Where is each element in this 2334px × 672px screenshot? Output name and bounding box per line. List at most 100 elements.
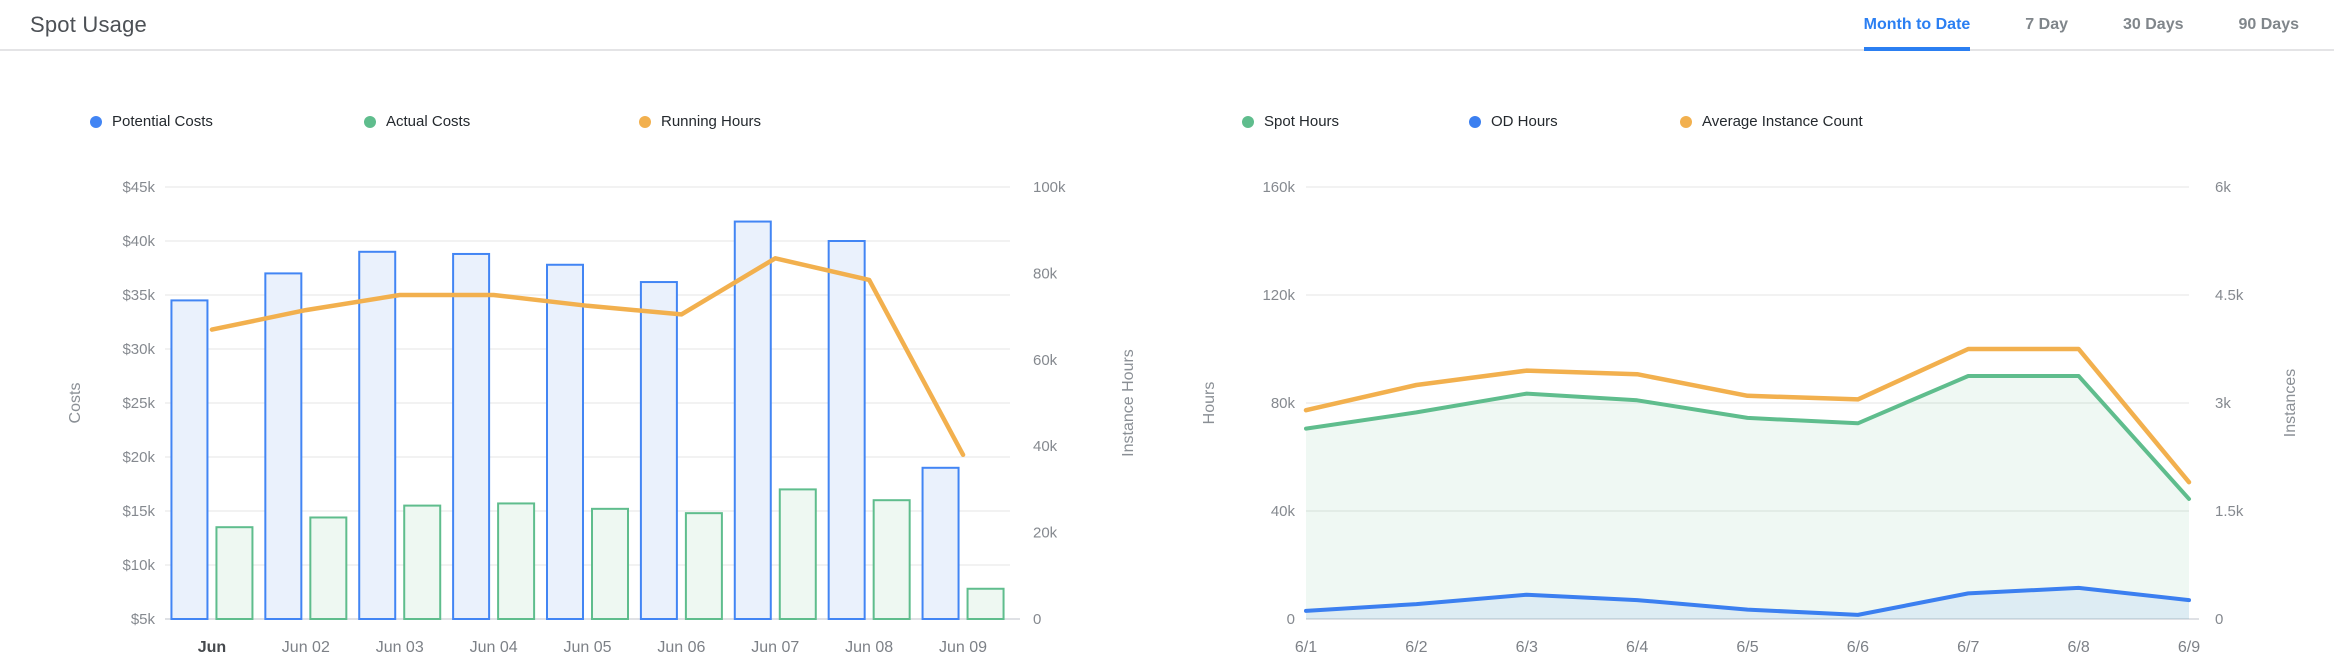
line-running-hours[interactable] [209, 256, 966, 458]
y-axis-tick-left: 120k [1262, 287, 1295, 304]
y-axis-tick-left: 80k [1271, 395, 1296, 412]
legend-label: Spot Hours [1264, 113, 1340, 130]
y-axis-tick-left: 40k [1271, 503, 1296, 520]
legend-item-potential-costs[interactable]: Potential Costs [90, 113, 213, 130]
x-axis-tick: Jun 09 [939, 639, 987, 656]
legend-item-spot-hours[interactable]: Spot Hours [1242, 113, 1339, 130]
header: Spot Usage Month to Date 7 Day 30 Days 90 D… [0, 0, 2334, 51]
bar-potential-costs[interactable] [264, 272, 303, 621]
y-axis-title-left: Hours [1201, 382, 1218, 425]
bar-actual-costs[interactable] [309, 516, 348, 621]
y-axis-tick-right: 60k [1033, 352, 1058, 369]
line-od-hours[interactable] [1304, 585, 2191, 617]
od-hours-legend-dot-icon [1469, 115, 1481, 128]
legend-label: Potential Costs [112, 113, 213, 130]
bar-potential-costs[interactable] [639, 281, 678, 620]
running-hours-legend-dot-icon [639, 115, 651, 128]
legend-item-running-hours[interactable]: Running Hours [639, 113, 761, 130]
y-axis-tick-right: 40k [1033, 438, 1058, 455]
x-axis-tick: 6/5 [1736, 639, 1758, 656]
y-axis-tick-left: $15k [122, 503, 155, 520]
y-axis-tick-left: $45k [122, 179, 155, 196]
x-axis-tick: 6/3 [1516, 639, 1538, 656]
y-axis-tick-left: $10k [122, 557, 155, 574]
y-axis-tick-left: $20k [122, 449, 155, 466]
y-axis-tick-right: 80k [1033, 265, 1058, 282]
y-axis-tick-right: 20k [1033, 525, 1058, 542]
x-axis-tick: Jun 07 [751, 639, 799, 656]
y-axis-tick-left: $35k [122, 287, 155, 304]
spot-hours-legend-dot-icon [1242, 115, 1254, 128]
y-axis-tick-right: 1.5k [2215, 503, 2244, 520]
actual-costs-legend-dot-icon [364, 115, 376, 128]
x-axis-tick: 6/6 [1847, 639, 1869, 656]
x-axis-tick: Jun 03 [376, 639, 424, 656]
y-axis-tick-left: 160k [1262, 179, 1295, 196]
x-axis-tick: 6/8 [2068, 639, 2090, 656]
y-axis-title-right: Instance Hours [1120, 349, 1137, 457]
bar-actual-costs[interactable] [684, 512, 723, 620]
legend-item-actual-costs[interactable]: Actual Costs [364, 113, 470, 130]
y-axis-title-left: Costs [67, 383, 84, 424]
bar-potential-costs[interactable] [546, 263, 584, 620]
potential-costs-legend-dot-icon [90, 115, 102, 128]
y-axis-tick-left: $5k [131, 611, 156, 628]
tab-30-days[interactable]: 30 Days [2123, 15, 2184, 33]
x-axis-tick: 6/4 [1626, 639, 1648, 656]
line-average-instance-count[interactable] [1303, 346, 2192, 485]
y-axis-tick-right: 0 [1033, 611, 1041, 628]
y-axis-tick-left: $30k [122, 341, 155, 358]
y-axis-tick-right: 4.5k [2215, 287, 2244, 304]
x-axis-tick: Jun 06 [657, 639, 705, 656]
bar-actual-costs[interactable] [497, 502, 536, 620]
y-axis-tick-left: 0 [1287, 611, 1295, 628]
x-axis-tick: 6/9 [2178, 639, 2200, 656]
x-axis-tick: Jun 02 [282, 639, 330, 656]
costs-chart-panel: Potential Costs Actual Costs Running Hours… [0, 51, 1167, 672]
x-axis-tick: Jun 08 [845, 639, 893, 656]
y-axis-title-right: Instances [2282, 369, 2299, 437]
x-axis-tick: 6/2 [1405, 639, 1427, 656]
bar-potential-costs[interactable] [170, 299, 209, 620]
x-axis-tick: Jun 04 [470, 639, 518, 656]
y-axis-tick-left: $25k [122, 395, 155, 412]
bar-potential-costs[interactable] [921, 466, 960, 620]
bar-actual-costs[interactable] [872, 499, 911, 621]
x-axis-tick: Jun [198, 639, 226, 656]
x-axis-tick: 6/1 [1295, 639, 1317, 656]
legend-label: Actual Costs [386, 113, 471, 130]
bar-actual-costs[interactable] [778, 488, 817, 620]
legend-label: Running Hours [661, 113, 762, 130]
average-instance-count-legend-dot-icon [1680, 115, 1692, 128]
costs-chart: $5k $10k $15k $20k $25k $30k $35k $40k $45k 0 20k 4… [67, 179, 1137, 656]
y-axis-tick-right: 0 [2215, 611, 2223, 628]
bar-potential-costs[interactable] [733, 220, 772, 621]
tab-90-days[interactable]: 90 Days [2238, 15, 2300, 33]
legend-item-od-hours[interactable]: OD Hours [1469, 113, 1558, 130]
tab-month-to-date[interactable]: Month to Date [1863, 0, 1971, 51]
y-axis-tick-right: 3k [2215, 395, 2231, 412]
tab-7-day[interactable]: 7 Day [2025, 15, 2068, 33]
hours-chart-legend: Spot Hours OD Hours Average Instance Count [1167, 113, 2334, 141]
x-axis-tick: 6/7 [1957, 639, 1979, 656]
time-range-tabs: Month to Date 7 Day 30 Days 90 Days [1863, 0, 2300, 51]
y-axis-tick-right: 100k [1033, 179, 1066, 196]
bar-potential-costs[interactable] [452, 252, 491, 621]
page-title: Spot Usage [30, 12, 147, 37]
y-axis-tick-right: 6k [2215, 179, 2231, 196]
bar-potential-costs[interactable] [358, 250, 397, 621]
legend-label: OD Hours [1491, 113, 1558, 130]
bar-actual-costs[interactable] [966, 587, 1005, 621]
hours-chart-panel: Spot Hours OD Hours Average Instance Count… [1167, 51, 2334, 672]
bar-actual-costs[interactable] [215, 526, 254, 621]
bar-potential-costs[interactable] [827, 240, 866, 620]
x-axis-tick: Jun 05 [563, 639, 611, 656]
legend-label: Average Instance Count [1702, 113, 1863, 130]
bar-actual-costs[interactable] [591, 507, 629, 620]
bar-actual-costs[interactable] [403, 504, 442, 621]
y-axis-tick-left: $40k [122, 233, 155, 250]
area-spot-hours [1306, 376, 2189, 619]
line-spot-hours[interactable] [1304, 374, 2191, 501]
legend-item-average-instance-count[interactable]: Average Instance Count [1680, 113, 1863, 130]
hours-chart: 0 40k 80k 120k 160k 0 1.5k 3k 4.5k 6k Hours Instanc… [1201, 179, 2299, 656]
